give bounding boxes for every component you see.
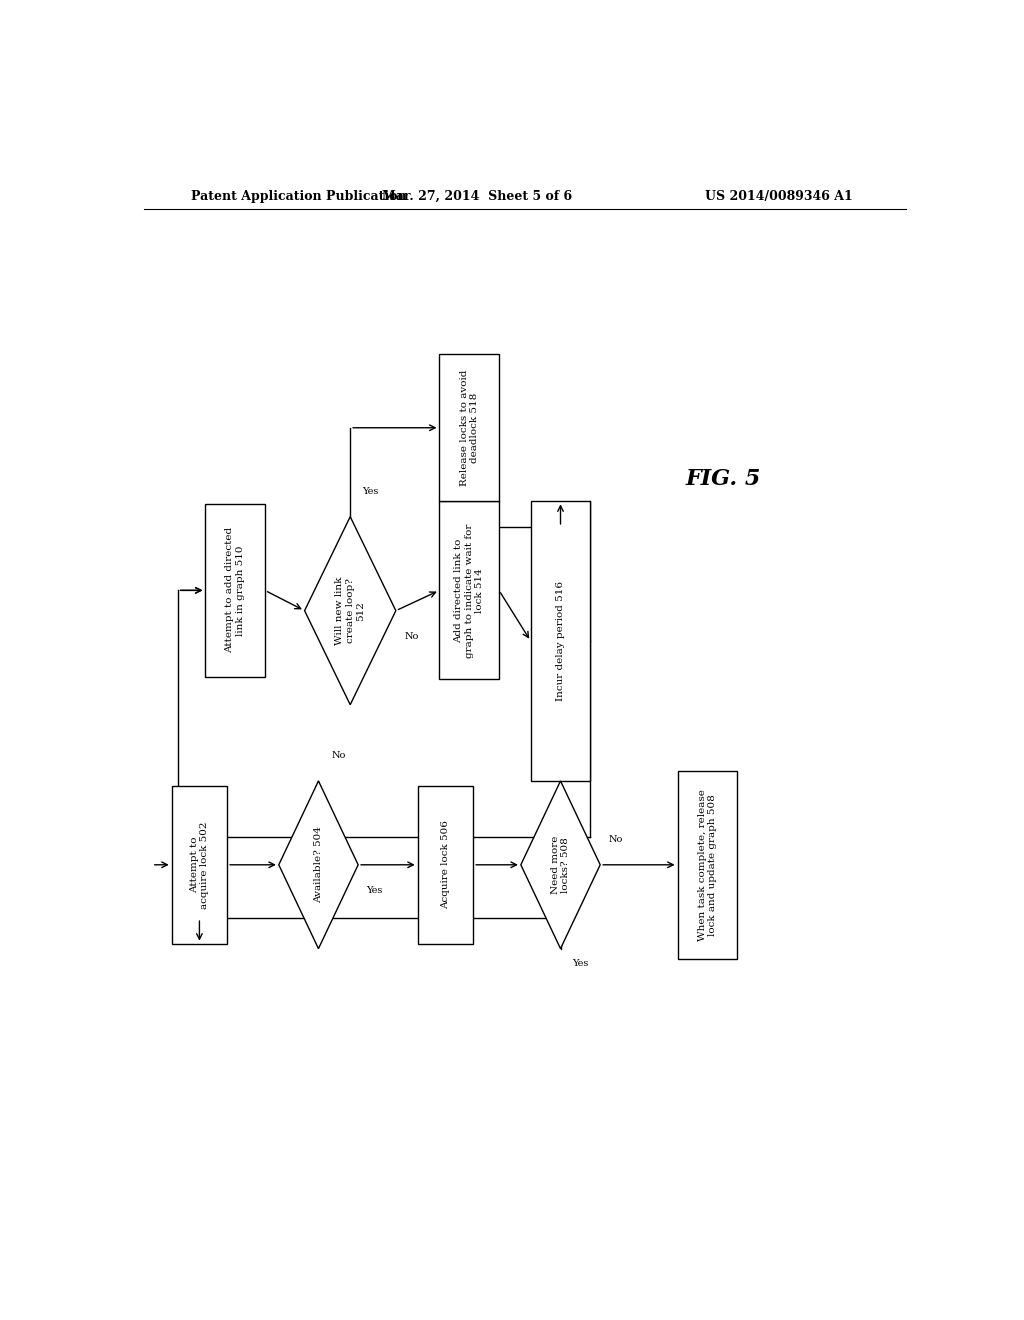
- Text: Need more
locks? 508: Need more locks? 508: [551, 836, 570, 894]
- Text: Will new link
create loop?
512: Will new link create loop? 512: [335, 577, 366, 645]
- Bar: [418, 785, 473, 944]
- Polygon shape: [304, 516, 396, 705]
- Bar: [530, 502, 590, 781]
- Polygon shape: [521, 781, 600, 949]
- Text: Mar. 27, 2014  Sheet 5 of 6: Mar. 27, 2014 Sheet 5 of 6: [382, 190, 572, 202]
- Text: Acquire lock 506: Acquire lock 506: [441, 820, 450, 909]
- Text: Release locks to avoid
deadlock 518: Release locks to avoid deadlock 518: [460, 370, 479, 486]
- Bar: [439, 502, 499, 680]
- Text: Attempt to
acquire lock 502: Attempt to acquire lock 502: [189, 821, 209, 908]
- Text: FIG. 5: FIG. 5: [685, 467, 761, 490]
- Text: Attempt to add directed
link in graph 510: Attempt to add directed link in graph 51…: [225, 527, 245, 653]
- Text: No: No: [331, 751, 345, 760]
- Text: Yes: Yes: [572, 960, 589, 969]
- Text: Available? 504: Available? 504: [314, 826, 323, 903]
- Bar: [172, 785, 227, 944]
- Polygon shape: [279, 781, 358, 949]
- Text: Yes: Yes: [366, 886, 382, 895]
- Bar: [439, 354, 499, 502]
- Text: Add directed link to
graph to indicate wait for
lock 514: Add directed link to graph to indicate w…: [455, 523, 484, 657]
- Text: No: No: [609, 834, 624, 843]
- Text: No: No: [404, 631, 419, 640]
- Text: Patent Application Publication: Patent Application Publication: [191, 190, 407, 202]
- Text: Incur delay period 516: Incur delay period 516: [556, 581, 565, 701]
- Bar: [206, 504, 265, 677]
- Text: US 2014/0089346 A1: US 2014/0089346 A1: [705, 190, 853, 202]
- Text: Yes: Yes: [361, 487, 378, 496]
- Text: When task complete, release
lock and update graph 508: When task complete, release lock and upd…: [697, 789, 717, 941]
- Bar: [678, 771, 737, 958]
